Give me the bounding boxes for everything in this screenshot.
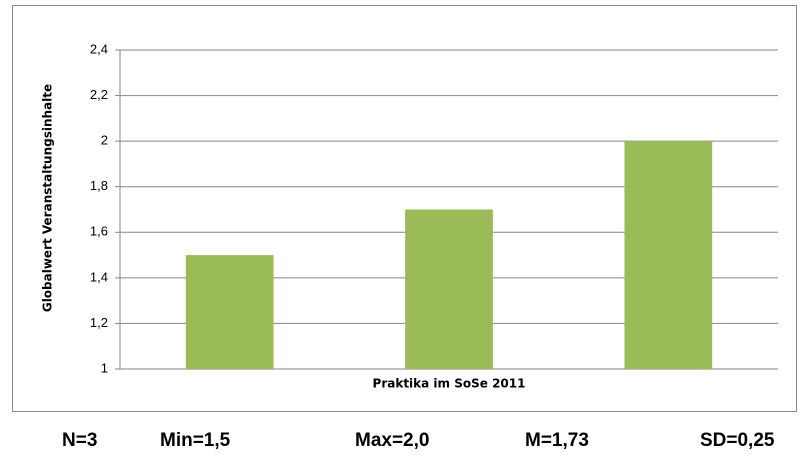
y-tick-label: 1 (101, 360, 108, 375)
y-tick-label: 1,4 (90, 269, 108, 284)
stat-label: Max=2,0 (355, 430, 429, 451)
y-tick-label: 2,2 (90, 87, 108, 102)
y-tick-label: 1,6 (90, 224, 108, 239)
y-tick-label: 1,2 (90, 315, 108, 330)
stat-label: SD=0,25 (700, 430, 775, 451)
y-axis-title: Globalwert Veranstaltungsinhalte (41, 84, 55, 312)
bar (405, 209, 493, 369)
stat-label: Min=1,5 (160, 430, 231, 451)
x-axis-title: Praktika im SoSe 2011 (373, 377, 526, 391)
stat-label: M=1,73 (525, 430, 589, 451)
y-tick-label: 2 (101, 133, 108, 148)
y-tick-label: 1,8 (90, 178, 108, 193)
bar (185, 255, 274, 369)
stat-label: N=3 (62, 430, 97, 451)
y-tick-label: 2,4 (90, 41, 108, 56)
bar (624, 141, 713, 369)
